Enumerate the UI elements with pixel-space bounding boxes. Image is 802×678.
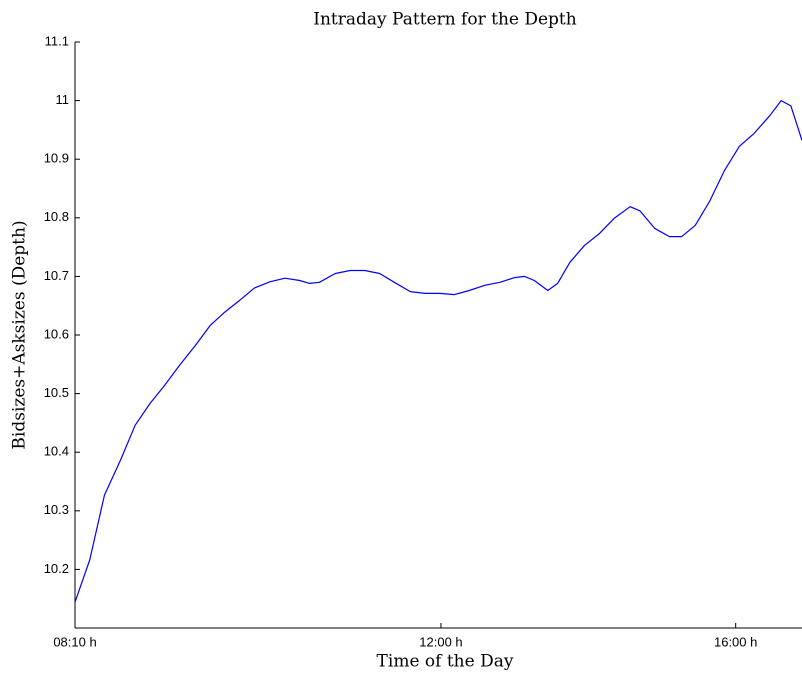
y-tick-label: 10.9 — [44, 151, 69, 166]
y-tick-label: 10.7 — [44, 268, 69, 283]
y-tick-label: 10.4 — [44, 444, 69, 459]
y-tick-label: 10.2 — [44, 561, 69, 576]
y-tick-label: 11 — [56, 92, 70, 107]
x-tick-label: 08:10 h — [53, 634, 96, 649]
y-tick-label: 10.3 — [44, 502, 69, 517]
x-tick-label: 16:00 h — [714, 634, 757, 649]
data-line — [74, 99, 802, 603]
y-tick-label: 11.1 — [45, 33, 69, 48]
x-axis-label: Time of the Day — [377, 652, 514, 672]
chart-title: Intraday Pattern for the Depth — [313, 10, 577, 30]
y-tick-label: 10.8 — [44, 209, 69, 224]
x-tick-label: 12:00 h — [419, 634, 462, 649]
y-tick-label: 10.6 — [44, 326, 69, 341]
y-tick-label: 10.5 — [44, 385, 69, 400]
y-axis-label: Bidsizes+Asksizes (Depth) — [10, 220, 30, 449]
